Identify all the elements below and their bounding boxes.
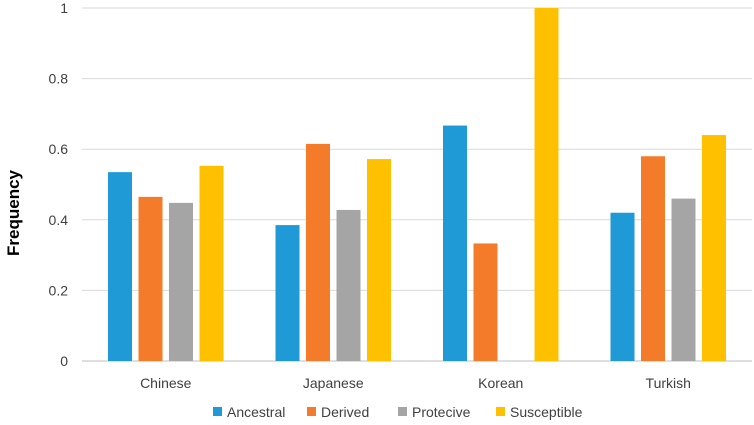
bar-ancestral-korean [443,125,467,361]
legend-item-derived: Derived [307,404,369,420]
bar-susceptible-chinese [199,165,224,361]
legend-item-ancestral: Ancestral [213,404,285,420]
legend-label: Protecive [412,404,471,420]
bar-susceptible-turkish [702,135,726,361]
legend-item-susceptible: Susceptible [496,404,583,420]
legend: Ancestral Derived Protecive Susceptible [213,404,583,420]
x-category-label: Korean [478,375,523,391]
y-tick-label: 1 [60,0,68,16]
y-tick-label: 0.6 [49,141,69,157]
bar-ancestral-japanese [275,225,300,361]
legend-swatch [496,407,505,416]
bar-susceptible-korean [534,8,559,361]
bar-susceptible-japanese [367,159,391,361]
y-tick-label: 0 [60,353,68,369]
x-category-label: Chinese [140,375,192,391]
x-axis-categories: Chinese Japanese Korean Turkish [140,375,691,391]
gridlines [82,7,752,362]
legend-swatch [307,407,316,416]
legend-label: Derived [321,404,369,420]
bar-protecive-chinese [169,202,193,361]
x-category-label: Turkish [646,375,691,391]
legend-item-protecive: Protecive [398,404,471,420]
y-axis-ticks: 0 0.2 0.4 0.6 0.8 1 [49,0,69,369]
bar-ancestral-chinese [108,172,132,361]
bar-derived-japanese [306,143,330,361]
y-axis-title: Frequency [4,169,23,256]
x-category-label: Japanese [303,375,364,391]
y-tick-label: 0.4 [49,212,69,228]
y-tick-label: 0.2 [49,282,69,298]
bar-derived-chinese [138,196,163,361]
bar-protecive-turkish [671,198,696,361]
legend-swatch [398,407,407,416]
y-tick-label: 0.8 [49,71,69,87]
bar-derived-korean [473,243,498,361]
legend-swatch [213,407,222,416]
bar-protecive-japanese [336,209,361,361]
bars [108,8,726,361]
legend-label: Ancestral [227,404,285,420]
bar-derived-turkish [641,156,665,361]
legend-label: Susceptible [510,404,583,420]
bar-ancestral-turkish [610,212,635,361]
